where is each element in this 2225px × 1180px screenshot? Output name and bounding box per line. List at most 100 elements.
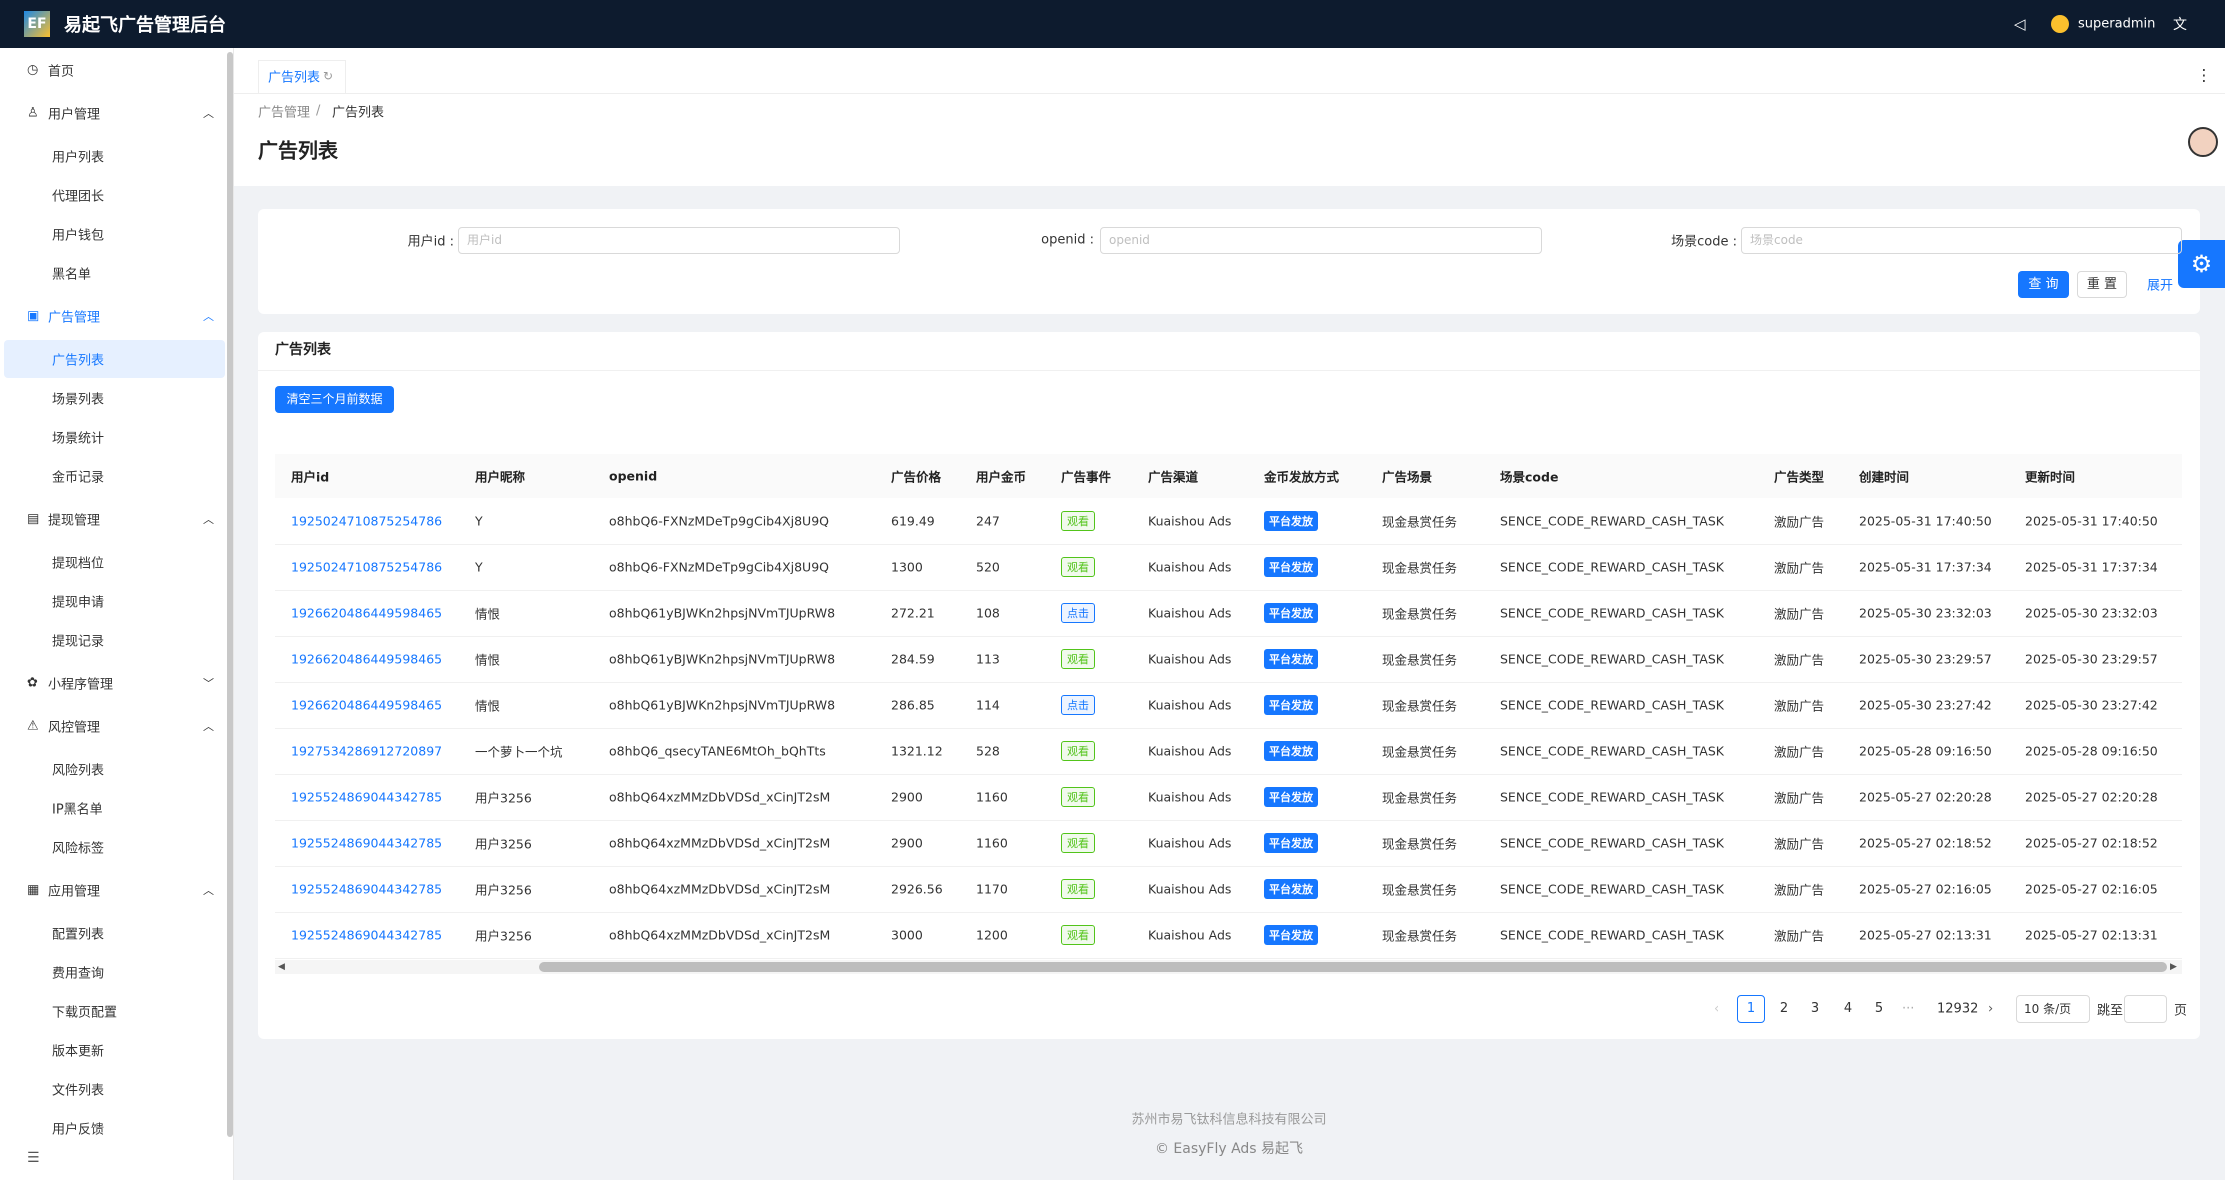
user-id-link[interactable]: 1925524869044342785 <box>291 835 443 851</box>
breadcrumb-item[interactable]: 广告管理 <box>258 105 311 121</box>
page-prev[interactable]: ‹ <box>1714 1001 1720 1017</box>
search-input[interactable]: openid <box>1100 227 1542 254</box>
menu-chevron[interactable]: ︿ <box>203 884 214 897</box>
page-number[interactable]: 3 <box>1810 1001 1820 1016</box>
tab[interactable] <box>258 60 346 93</box>
user-id-link[interactable]: 1926620486449598465 <box>291 605 443 621</box>
page-number[interactable]: 2 <box>1779 1001 1789 1016</box>
menu-item[interactable]: 金币记录 <box>52 470 105 486</box>
menu-item[interactable]: 版本更新 <box>52 1044 105 1060</box>
search-button[interactable]: 查 询 <box>2018 271 2069 298</box>
cell: o8hbQ61yBJWKn2hpsjNVmTJUpRW8 <box>609 605 836 621</box>
menu-item[interactable]: IP黑名单 <box>52 802 103 818</box>
cell: 2025-05-30 23:29:57 <box>2025 651 2158 667</box>
menu-item[interactable]: 黑名单 <box>52 267 92 283</box>
cell: 激励广告 <box>1774 698 1825 714</box>
page-number[interactable]: 1 <box>1737 995 1765 1023</box>
cell: Kuaishou Ads <box>1148 605 1232 621</box>
user-id-link[interactable]: 1925024710875254786 <box>291 559 443 575</box>
reset-button[interactable]: 重 置 <box>2077 271 2127 298</box>
more-icon[interactable]: ⋮ <box>2196 65 2212 85</box>
menu-item[interactable]: 用户列表 <box>52 150 105 166</box>
user-name[interactable]: superadmin <box>2078 16 2156 32</box>
menu-item[interactable]: 配置列表 <box>52 927 105 943</box>
page-number[interactable]: 5 <box>1874 1001 1884 1016</box>
menu-chevron[interactable]: ︿ <box>203 720 214 733</box>
menu-icon[interactable]: ◷ <box>27 62 39 78</box>
menu-icon[interactable]: ▤ <box>27 511 40 527</box>
user-id-link[interactable]: 1926620486449598465 <box>291 651 443 667</box>
cell: 情恨 <box>475 652 501 668</box>
cell: 一个萝卜一个坑 <box>475 744 563 760</box>
user-id-link[interactable]: 1925524869044342785 <box>291 789 443 805</box>
menu-icon[interactable]: ♙ <box>27 105 39 121</box>
menu-item[interactable]: 广告列表 <box>52 353 105 369</box>
page-next[interactable]: › <box>1988 1001 1994 1017</box>
menu-item[interactable]: 代理团长 <box>52 189 105 205</box>
column-header: 场景code <box>1500 469 1559 485</box>
menu-group[interactable]: 风控管理 <box>48 720 101 736</box>
search-label: 场景code : <box>1671 234 1737 250</box>
expand-link[interactable]: 展开 <box>2147 278 2174 294</box>
tab-label[interactable]: 广告列表 <box>268 70 321 86</box>
row-divider <box>275 774 2182 775</box>
cell: Kuaishou Ads <box>1148 835 1232 851</box>
menu-item[interactable]: 用户反馈 <box>52 1122 105 1138</box>
cell: 现金悬赏任务 <box>1382 560 1458 576</box>
user-id-link[interactable]: 1925024710875254786 <box>291 513 443 529</box>
clear-button[interactable]: 清空三个月前数据 <box>275 386 394 413</box>
cell: 1170 <box>976 881 1008 897</box>
page-last[interactable]: 12932 <box>1937 1001 1979 1017</box>
notice-icon[interactable]: ◁ <box>2014 15 2026 33</box>
menu-group[interactable]: 首页 <box>48 64 75 80</box>
user-avatar[interactable] <box>2051 15 2069 33</box>
menu-group[interactable]: 小程序管理 <box>48 677 114 693</box>
menu-item[interactable]: 场景统计 <box>52 431 105 447</box>
menu-item[interactable]: 文件列表 <box>52 1083 105 1099</box>
menu-chevron[interactable]: ︿ <box>203 310 214 323</box>
menu-chevron[interactable]: ﹀ <box>203 677 214 690</box>
user-id-link[interactable]: 1927534286912720897 <box>291 743 443 759</box>
menu-icon[interactable]: ⚠ <box>27 718 39 734</box>
menu-chevron[interactable]: ︿ <box>203 107 214 120</box>
collapse-icon[interactable]: ☰ <box>27 1150 40 1166</box>
menu-group[interactable]: 用户管理 <box>48 107 101 123</box>
user-id-link[interactable]: 1925524869044342785 <box>291 881 443 897</box>
cell: 用户3256 <box>475 882 532 898</box>
menu-icon[interactable]: ▣ <box>27 308 40 324</box>
menu-item[interactable]: 风险标签 <box>52 841 105 857</box>
menu-item[interactable]: 风险列表 <box>52 763 105 779</box>
menu-item[interactable]: 提现档位 <box>52 556 105 572</box>
menu-item[interactable]: 提现记录 <box>52 634 105 650</box>
menu-group[interactable]: 应用管理 <box>48 884 101 900</box>
menu-group[interactable]: 广告管理 <box>48 310 101 326</box>
cell: 2025-05-27 02:13:31 <box>1859 927 1992 943</box>
menu-icon[interactable]: ✿ <box>27 675 38 691</box>
search-input[interactable]: 场景code <box>1741 227 2182 254</box>
menu-group[interactable]: 提现管理 <box>48 513 101 529</box>
lang-icon[interactable]: 文 <box>2173 17 2187 33</box>
cell: 情恨 <box>475 698 501 714</box>
menu-chevron[interactable]: ︿ <box>203 513 214 526</box>
page-number[interactable]: 4 <box>1843 1001 1853 1016</box>
menu-icon[interactable]: ▦ <box>27 882 40 898</box>
tab-refresh[interactable]: ↻ <box>323 69 334 83</box>
jump-input[interactable] <box>2124 995 2167 1023</box>
user-id-link[interactable]: 1925524869044342785 <box>291 927 443 943</box>
cell: SENCE_CODE_REWARD_CASH_TASK <box>1500 743 1724 759</box>
cell: 情恨 <box>475 606 501 622</box>
settings-button[interactable]: ⚙ <box>2178 240 2225 288</box>
search-input[interactable]: 用户id <box>458 227 900 254</box>
menu-item[interactable]: 下载页配置 <box>52 1005 118 1021</box>
menu-item[interactable]: 用户钱包 <box>52 228 105 244</box>
user-id-link[interactable]: 1926620486449598465 <box>291 697 443 713</box>
page-size[interactable]: 10 条/页 <box>2016 995 2090 1023</box>
scroll-left[interactable]: ◀ <box>278 962 285 972</box>
menu-item[interactable]: 费用查询 <box>52 966 105 982</box>
scroll-right[interactable]: ▶ <box>2170 962 2177 972</box>
menu-item[interactable]: 场景列表 <box>52 392 105 408</box>
column-header: 用户金币 <box>976 469 1027 485</box>
avatar[interactable] <box>2188 127 2218 157</box>
cell: 2025-05-31 17:37:34 <box>1859 559 1992 575</box>
menu-item[interactable]: 提现申请 <box>52 595 105 611</box>
